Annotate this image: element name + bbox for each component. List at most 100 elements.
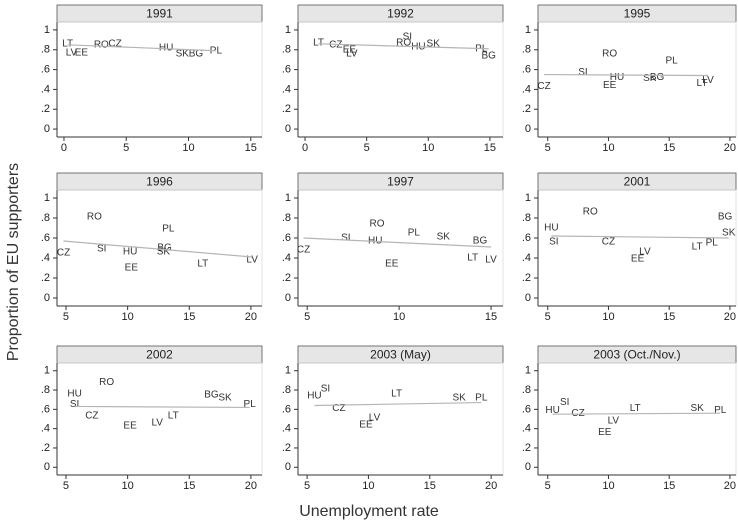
- point-label: EE: [598, 427, 612, 438]
- x-tick-label: 5: [123, 142, 129, 154]
- point-label: LV: [702, 75, 714, 86]
- point-label: SK: [643, 73, 657, 84]
- point-label: EE: [603, 80, 617, 91]
- panel-title: 1995: [624, 7, 651, 21]
- point-label: RO: [396, 37, 411, 48]
- x-tick-label: 5: [304, 480, 310, 492]
- panel-title: 2003 (May): [370, 348, 431, 362]
- x-tick-label: 15: [424, 480, 436, 492]
- point-label: HU: [610, 72, 624, 83]
- x-tick-label: 15: [485, 311, 497, 323]
- y-tick-label: 0: [525, 461, 531, 473]
- point-label: LT: [313, 37, 324, 48]
- y-tick-label: .2: [41, 272, 50, 284]
- point-label: CZ: [329, 39, 342, 50]
- y-tick-label: .6: [282, 403, 291, 415]
- point-label: RO: [583, 207, 598, 218]
- x-tick-label: 0: [61, 142, 67, 154]
- x-tick-label: 15: [663, 311, 675, 323]
- y-tick-label: .2: [522, 442, 531, 454]
- point-label: LT: [197, 259, 208, 270]
- x-tick-label: 20: [245, 480, 257, 492]
- fit-line: [303, 237, 492, 248]
- x-tick-label: 15: [245, 142, 257, 154]
- y-tick-label: .6: [41, 403, 50, 415]
- y-tick-label: .2: [282, 442, 291, 454]
- x-tick-label: 5: [545, 142, 551, 154]
- panel-title: 2002: [146, 348, 173, 362]
- point-label: SK: [722, 228, 736, 239]
- x-tick-label: 10: [602, 311, 614, 323]
- point-label: PL: [408, 228, 421, 239]
- y-tick-label: .6: [522, 403, 531, 415]
- y-tick-label: .6: [282, 232, 291, 244]
- y-tick-label: .8: [282, 212, 291, 224]
- y-tick-label: .2: [522, 103, 531, 115]
- point-label: CZ: [571, 408, 584, 419]
- fit-line: [552, 412, 721, 415]
- point-label: SI: [560, 397, 569, 408]
- y-tick-label: .6: [522, 63, 531, 75]
- y-tick-label: .6: [41, 232, 50, 244]
- fit-line: [544, 73, 709, 77]
- y-tick-label: 0: [525, 292, 531, 304]
- point-label: CZ: [108, 38, 121, 49]
- point-label: HU: [544, 223, 558, 234]
- y-tick-label: 0: [525, 123, 531, 135]
- x-tick-label: 15: [663, 142, 675, 154]
- y-tick-label: .8: [41, 212, 50, 224]
- y-tick-label: .4: [282, 83, 291, 95]
- point-label: PL: [706, 238, 719, 249]
- y-tick-label: .6: [41, 63, 50, 75]
- y-tick-label: 0: [44, 292, 50, 304]
- y-axis-title: Proportion of EU supporters: [5, 163, 22, 361]
- point-label: LT: [391, 389, 402, 400]
- point-label: LT: [697, 78, 708, 89]
- y-tick-label: .4: [522, 83, 531, 95]
- point-label: EE: [75, 47, 89, 58]
- point-label: LT: [630, 403, 641, 414]
- y-tick-label: .4: [282, 252, 291, 264]
- y-tick-label: .2: [41, 442, 50, 454]
- plot-area: [56, 21, 263, 138]
- y-tick-label: .8: [522, 44, 531, 56]
- point-label: RO: [370, 219, 385, 230]
- point-label: HU: [123, 247, 137, 258]
- x-tick-label: 20: [724, 480, 736, 492]
- point-label: LV: [369, 413, 381, 424]
- y-tick-label: .4: [41, 423, 50, 435]
- y-tick-label: 1: [44, 192, 50, 204]
- point-label: SK: [427, 38, 441, 49]
- x-tick-label: 5: [545, 480, 551, 492]
- point-label: PL: [666, 55, 679, 66]
- y-tick-label: .4: [282, 423, 291, 435]
- point-label: LV: [151, 418, 163, 429]
- plot-area: [297, 189, 504, 307]
- fit-line: [63, 240, 253, 258]
- point-label: SI: [549, 237, 558, 248]
- point-label: BG: [718, 212, 733, 223]
- y-tick-label: 1: [285, 192, 291, 204]
- x-tick-label: 5: [545, 311, 551, 323]
- point-label: CZ: [57, 248, 70, 259]
- point-label: HU: [67, 389, 81, 400]
- y-tick-label: .2: [282, 103, 291, 115]
- y-tick-label: .4: [522, 423, 531, 435]
- y-tick-label: 0: [44, 123, 50, 135]
- point-label: EE: [123, 420, 137, 431]
- point-label: BG: [481, 50, 496, 61]
- point-label: EE: [385, 259, 399, 270]
- plot-area: [537, 362, 737, 476]
- point-label: SK: [176, 48, 190, 59]
- x-tick-label: 20: [245, 311, 257, 323]
- point-label: CZ: [85, 411, 98, 422]
- point-label: CZ: [297, 245, 310, 256]
- y-tick-label: .4: [41, 83, 50, 95]
- point-label: CZ: [537, 81, 550, 92]
- panel-title: 1997: [387, 175, 414, 189]
- panel-title: 2003 (Oct./Nov.): [593, 348, 680, 362]
- x-tick-label: 15: [183, 480, 195, 492]
- point-label: LT: [467, 253, 478, 264]
- point-label: BG: [157, 243, 172, 254]
- point-label: BG: [204, 390, 219, 401]
